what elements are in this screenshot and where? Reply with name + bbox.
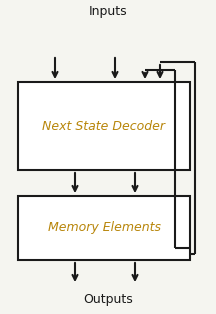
Bar xyxy=(18,196,190,260)
Text: Memory Elements: Memory Elements xyxy=(48,221,160,235)
Text: Inputs: Inputs xyxy=(89,6,127,19)
Text: Next State Decoder: Next State Decoder xyxy=(43,120,165,133)
Bar xyxy=(18,82,190,170)
Text: Outputs: Outputs xyxy=(83,294,133,306)
